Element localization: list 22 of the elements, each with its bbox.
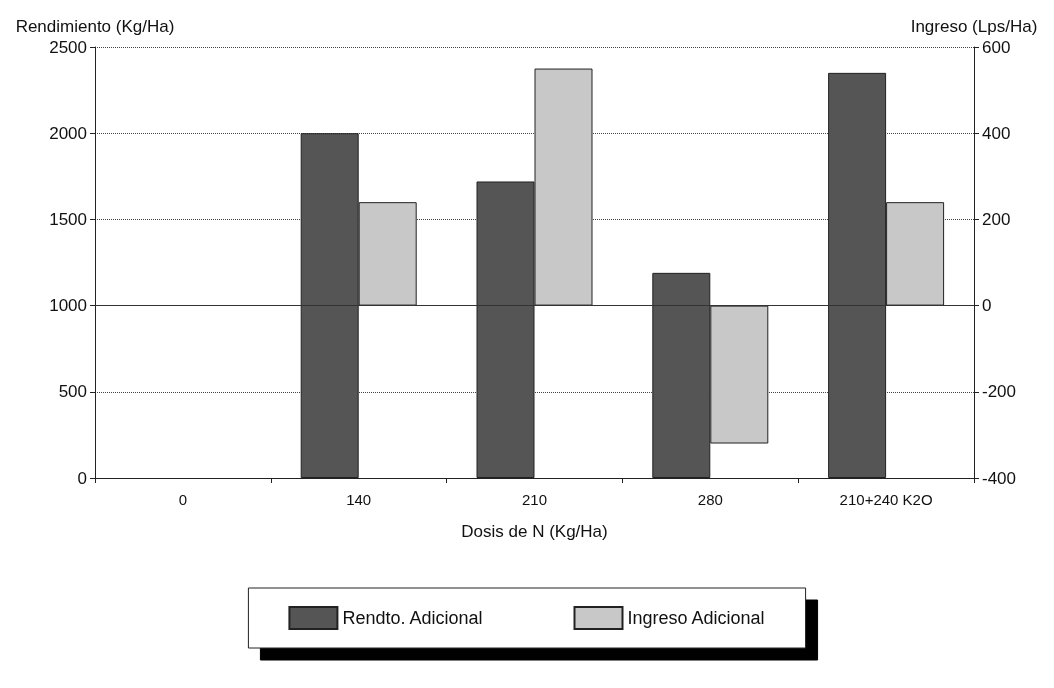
y-tick-label: 0	[77, 468, 87, 488]
y2-tick-label: -400	[982, 468, 1017, 488]
y-tick-label: 2500	[49, 37, 87, 57]
y-tick-label: 2000	[49, 123, 87, 143]
y-tick-label: 1000	[49, 296, 87, 316]
y2-tick-label: 200	[982, 209, 1011, 229]
x-tick-label: 280	[697, 491, 723, 508]
legend-label: Ingreso Adicional	[627, 608, 765, 628]
x-axis-title: Dosis de N (Kg/Ha)	[461, 522, 608, 541]
x-tick-label: 210	[521, 491, 548, 508]
legend-label: Rendto. Adicional	[342, 608, 483, 628]
y-axis-title: Rendimiento (Kg/Ha)	[15, 17, 175, 36]
y-tick-label: 1500	[49, 209, 87, 229]
y-tick-label: 500	[58, 382, 87, 402]
y2-tick-label: 0	[982, 296, 992, 316]
y2-tick-label: 600	[982, 37, 1011, 57]
y2-tick-label: 400	[982, 123, 1011, 143]
y2-axis-title: Ingreso (Lps/Ha)	[910, 17, 1038, 36]
x-tick-label: 0	[178, 491, 188, 508]
x-tick-label: 140	[346, 491, 372, 508]
x-tick-label: 210+240 K2O	[839, 491, 933, 508]
y2-tick-label: -200	[982, 382, 1017, 402]
